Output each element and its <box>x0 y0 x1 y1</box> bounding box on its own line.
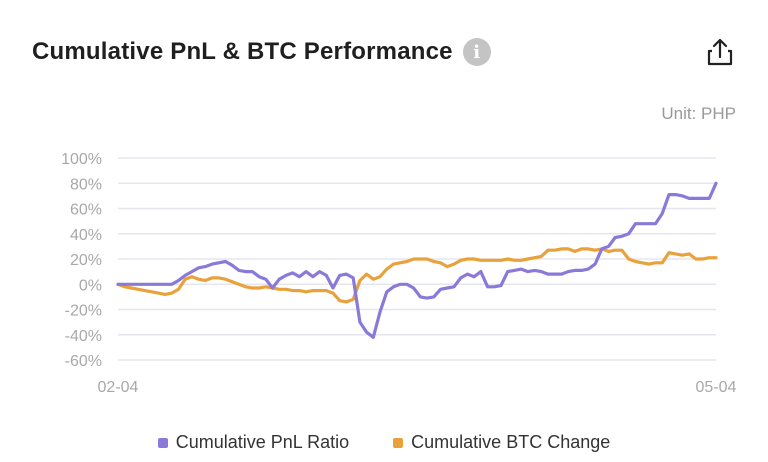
y-tick-label: -20% <box>65 303 102 320</box>
share-icon[interactable] <box>704 36 736 68</box>
y-tick-label: -60% <box>65 353 102 370</box>
x-tick-label: 05-04 <box>696 379 737 396</box>
chart-header: Cumulative PnL & BTC Performance i <box>32 32 491 72</box>
series-line-pnl <box>116 181 718 339</box>
legend-item-pnl[interactable]: Cumulative PnL Ratio <box>157 432 350 453</box>
chart-legend: Cumulative PnL Ratio Cumulative BTC Chan… <box>0 432 768 453</box>
chart-title: Cumulative PnL & BTC Performance <box>32 38 453 65</box>
legend-label-btc: Cumulative BTC Change <box>411 432 611 452</box>
y-tick-label: 100% <box>61 151 102 168</box>
legend-item-btc[interactable]: Cumulative BTC Change <box>393 432 610 453</box>
x-tick-label: 02-04 <box>98 379 139 396</box>
legend-label-pnl: Cumulative PnL Ratio <box>175 432 350 452</box>
unit-label: Unit: PHP <box>661 104 736 123</box>
info-icon[interactable]: i <box>462 38 491 66</box>
line-chart: 100% 80% 60% 40% 20% 0% -20% -40% -60% 02-04 05-04 <box>61 151 737 396</box>
legend-swatch-pnl <box>157 437 168 448</box>
y-tick-label: 0% <box>79 277 102 294</box>
y-tick-label: 80% <box>70 176 102 193</box>
y-tick-label: 60% <box>70 202 102 219</box>
y-tick-label: -40% <box>65 328 102 345</box>
legend-swatch-btc <box>393 437 404 448</box>
y-tick-label: 40% <box>70 227 102 244</box>
series-line-btc <box>116 247 718 304</box>
y-tick-label: 20% <box>70 252 102 269</box>
